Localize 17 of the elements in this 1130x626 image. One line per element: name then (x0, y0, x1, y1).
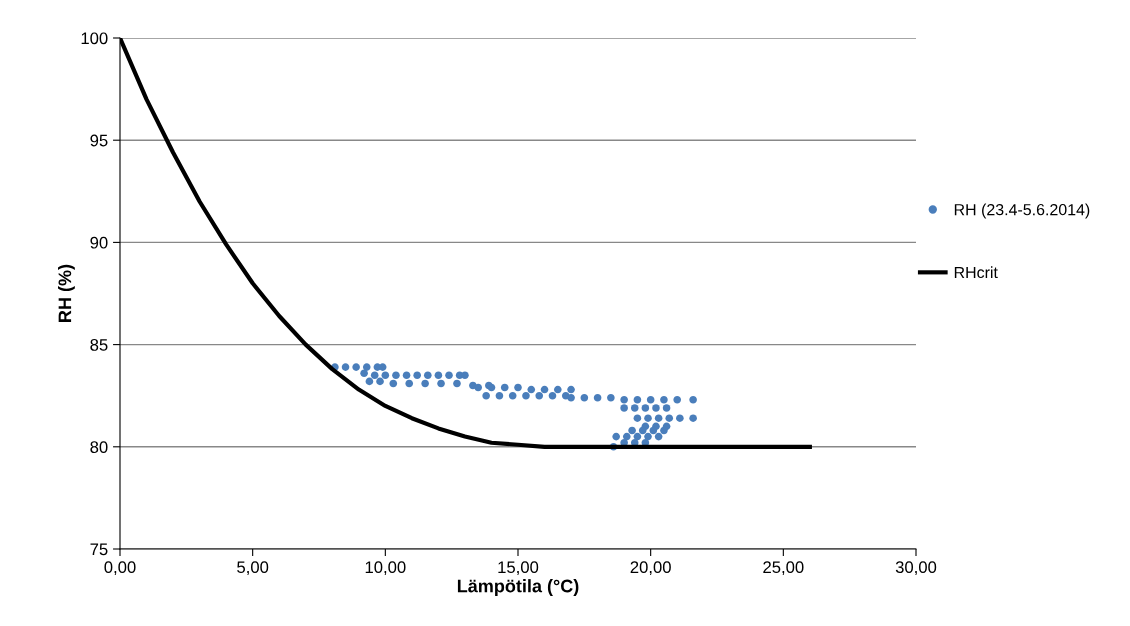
x-tick-label: 20,00 (630, 561, 671, 576)
x-tick-label: 0,00 (104, 561, 136, 576)
y-tick-label: 80 (90, 441, 108, 453)
legend-label: RH (23.4-5.6.2014) (954, 203, 1090, 219)
x-tick-label: 15,00 (498, 561, 539, 576)
y-tick-label: 75 (90, 543, 108, 556)
y-axis-title: RH (%) (58, 264, 75, 322)
x-tick-label: 5,00 (237, 561, 269, 576)
y-tick-label: 100 (81, 32, 108, 45)
x-tick-label: 25,00 (763, 561, 804, 576)
y-tick-label: 90 (90, 236, 108, 249)
x-tick-label: 30,00 (895, 561, 937, 576)
y-tick-label: 85 (90, 339, 108, 351)
x-tick-label: 10,00 (365, 561, 406, 576)
legend-label: RHcrit (954, 266, 998, 279)
x-axis-title: Lämpötila (°C) (457, 579, 579, 596)
y-tick-label: 95 (90, 134, 108, 147)
